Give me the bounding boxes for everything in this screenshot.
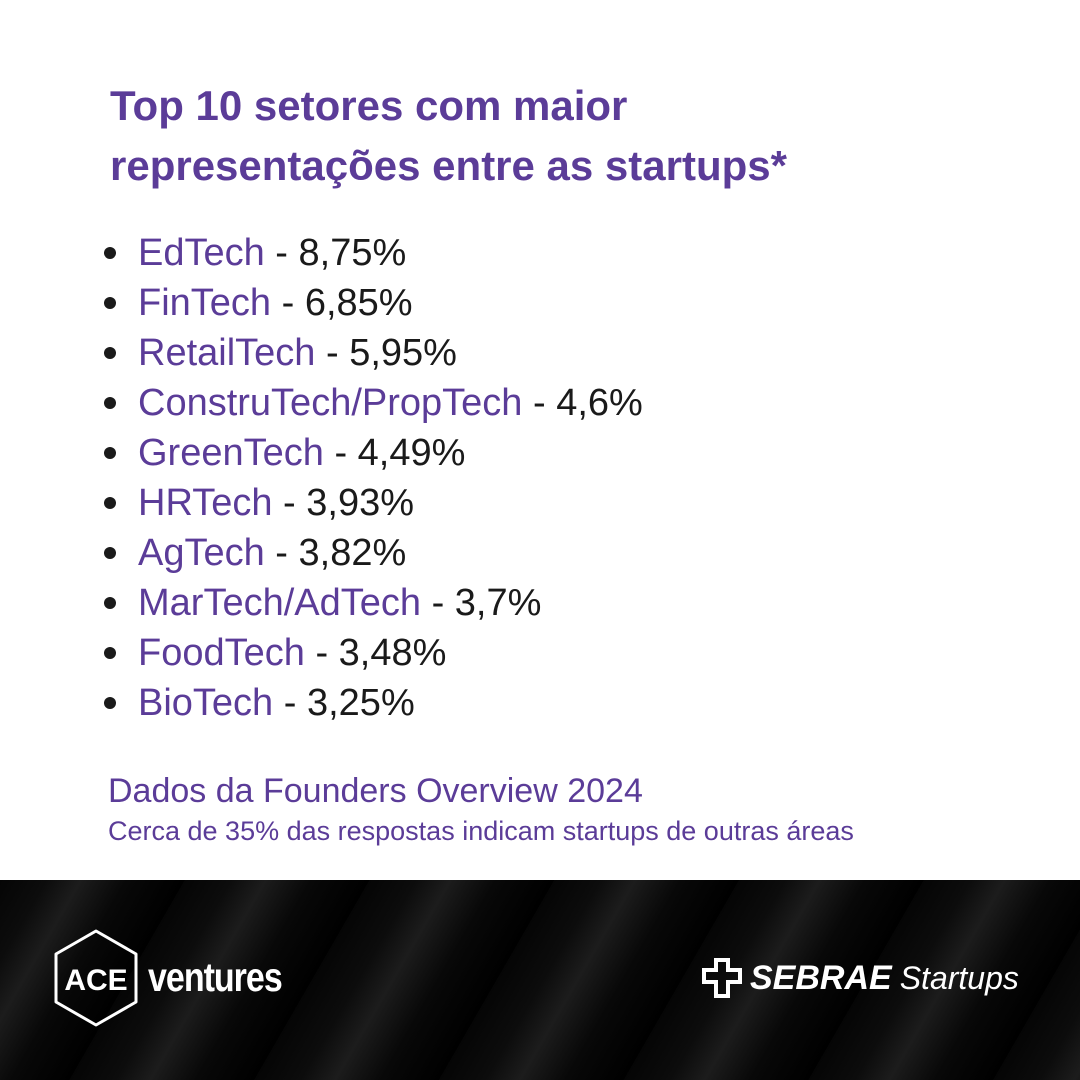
list-item: FoodTech - 3,48% bbox=[104, 628, 643, 678]
sector-value: 3,25% bbox=[306, 682, 415, 724]
separator: - bbox=[264, 532, 299, 574]
sector-name: ConstruTech/PropTech bbox=[138, 382, 523, 424]
ace-word: ventures bbox=[148, 954, 283, 1001]
ace-ventures-logo: ACE ventures bbox=[52, 928, 283, 1028]
sector-name: GreenTech bbox=[138, 432, 324, 474]
bullet-icon bbox=[104, 547, 116, 559]
sebrae-bold: SEBRAE bbox=[750, 958, 892, 997]
list-item: EdTech - 8,75% bbox=[104, 228, 643, 278]
separator: - bbox=[271, 282, 305, 324]
sector-value: 4,6% bbox=[556, 382, 643, 424]
sector-value: 3,82% bbox=[298, 532, 407, 574]
bullet-icon bbox=[104, 647, 116, 659]
sector-value: 6,85% bbox=[304, 282, 413, 324]
separator: - bbox=[315, 332, 350, 374]
list-item: GreenTech - 4,49% bbox=[104, 428, 643, 478]
sector-name: HRTech bbox=[138, 482, 273, 524]
bullet-icon bbox=[104, 497, 116, 509]
hexagon-icon: ACE bbox=[54, 929, 138, 1027]
sector-value: 3,7% bbox=[454, 582, 542, 624]
sector-name: MarTech/AdTech bbox=[138, 582, 422, 624]
sector-value: 8,75% bbox=[298, 232, 407, 274]
bullet-icon bbox=[104, 347, 116, 359]
sebrae-cross-icon bbox=[702, 958, 742, 998]
list-item: BioTech - 3,25% bbox=[104, 678, 643, 728]
sector-name: EdTech bbox=[138, 232, 265, 274]
separator: - bbox=[264, 232, 299, 274]
list-item: RetailTech - 5,95% bbox=[104, 328, 643, 378]
sector-name: RetailTech bbox=[138, 332, 316, 374]
sector-list: EdTech - 8,75% FinTech - 6,85% RetailTech … bbox=[104, 228, 643, 728]
sector-name: FinTech bbox=[138, 282, 272, 324]
bullet-icon bbox=[104, 247, 116, 259]
ace-mark: ACE bbox=[64, 964, 127, 997]
sector-name: BioTech bbox=[138, 682, 274, 724]
bullet-icon bbox=[104, 397, 116, 409]
sector-name: FoodTech bbox=[138, 632, 305, 674]
sector-value: 3,48% bbox=[338, 632, 447, 674]
page-title: Top 10 setores com maior representações … bbox=[110, 76, 1010, 196]
list-item: MarTech/AdTech - 3,7% bbox=[104, 578, 643, 628]
sector-value: 5,95% bbox=[349, 332, 457, 374]
separator: - bbox=[522, 382, 557, 424]
source-text: Dados da Founders Overview 2024 bbox=[108, 772, 643, 810]
bullet-icon bbox=[104, 697, 116, 709]
separator: - bbox=[273, 682, 307, 724]
sector-value: 4,49% bbox=[357, 432, 466, 474]
sector-value: 3,93% bbox=[306, 482, 414, 524]
sebrae-word: Startups bbox=[899, 959, 1019, 996]
separator: - bbox=[304, 632, 339, 674]
title-line-1: Top 10 setores com maior bbox=[110, 82, 628, 129]
list-item: AgTech - 3,82% bbox=[104, 528, 643, 578]
list-item: ConstruTech/PropTech - 4,6% bbox=[104, 378, 643, 428]
title-line-2: representações entre as startups* bbox=[110, 142, 787, 189]
sebrae-startups-logo: SEBRAE Startups bbox=[702, 958, 1019, 998]
bullet-icon bbox=[104, 447, 116, 459]
bullet-icon bbox=[104, 297, 116, 309]
footer-band bbox=[0, 880, 1080, 1080]
note-text: Cerca de 35% das respostas indicam start… bbox=[108, 816, 854, 846]
separator: - bbox=[421, 582, 455, 624]
list-item: HRTech - 3,93% bbox=[104, 478, 643, 528]
sector-name: AgTech bbox=[138, 532, 265, 574]
separator: - bbox=[323, 432, 358, 474]
bullet-icon bbox=[104, 597, 116, 609]
list-item: FinTech - 6,85% bbox=[104, 278, 643, 328]
separator: - bbox=[272, 482, 307, 524]
